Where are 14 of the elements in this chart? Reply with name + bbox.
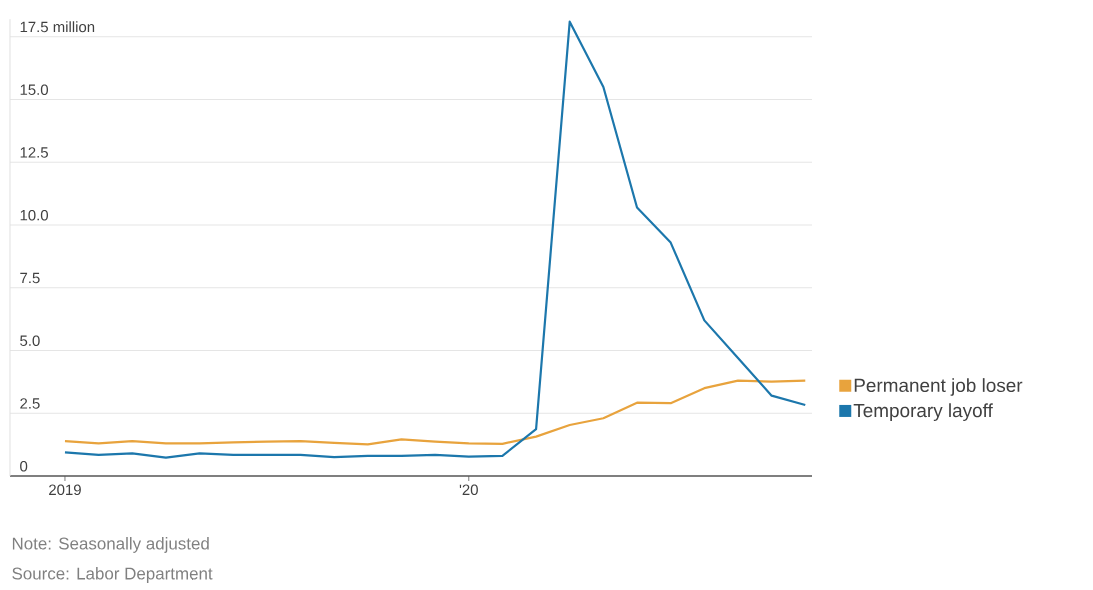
x-tick-label: 2019 xyxy=(49,484,81,496)
legend-label: Permanent job loser xyxy=(854,378,1023,396)
y-tick-label: 2.5 xyxy=(20,398,40,409)
y-tick-label: 15.0 xyxy=(20,84,49,95)
y-tick-label: 7.5 xyxy=(20,272,40,284)
y-tick-label: 10.0 xyxy=(20,209,49,221)
x-tick-label: '20 xyxy=(459,484,478,496)
source-note: Source: Labor Department xyxy=(12,567,213,583)
legend-label: Temporary layoff xyxy=(853,403,993,421)
text: Note: Seasonally adjusted xyxy=(12,537,209,553)
y-tick-label: 5.0 xyxy=(20,335,40,346)
y-tick-label: 0 xyxy=(20,460,28,472)
y-tick-label: 12.5 xyxy=(20,147,48,158)
y-tick-label: 17.5 million xyxy=(20,21,95,33)
